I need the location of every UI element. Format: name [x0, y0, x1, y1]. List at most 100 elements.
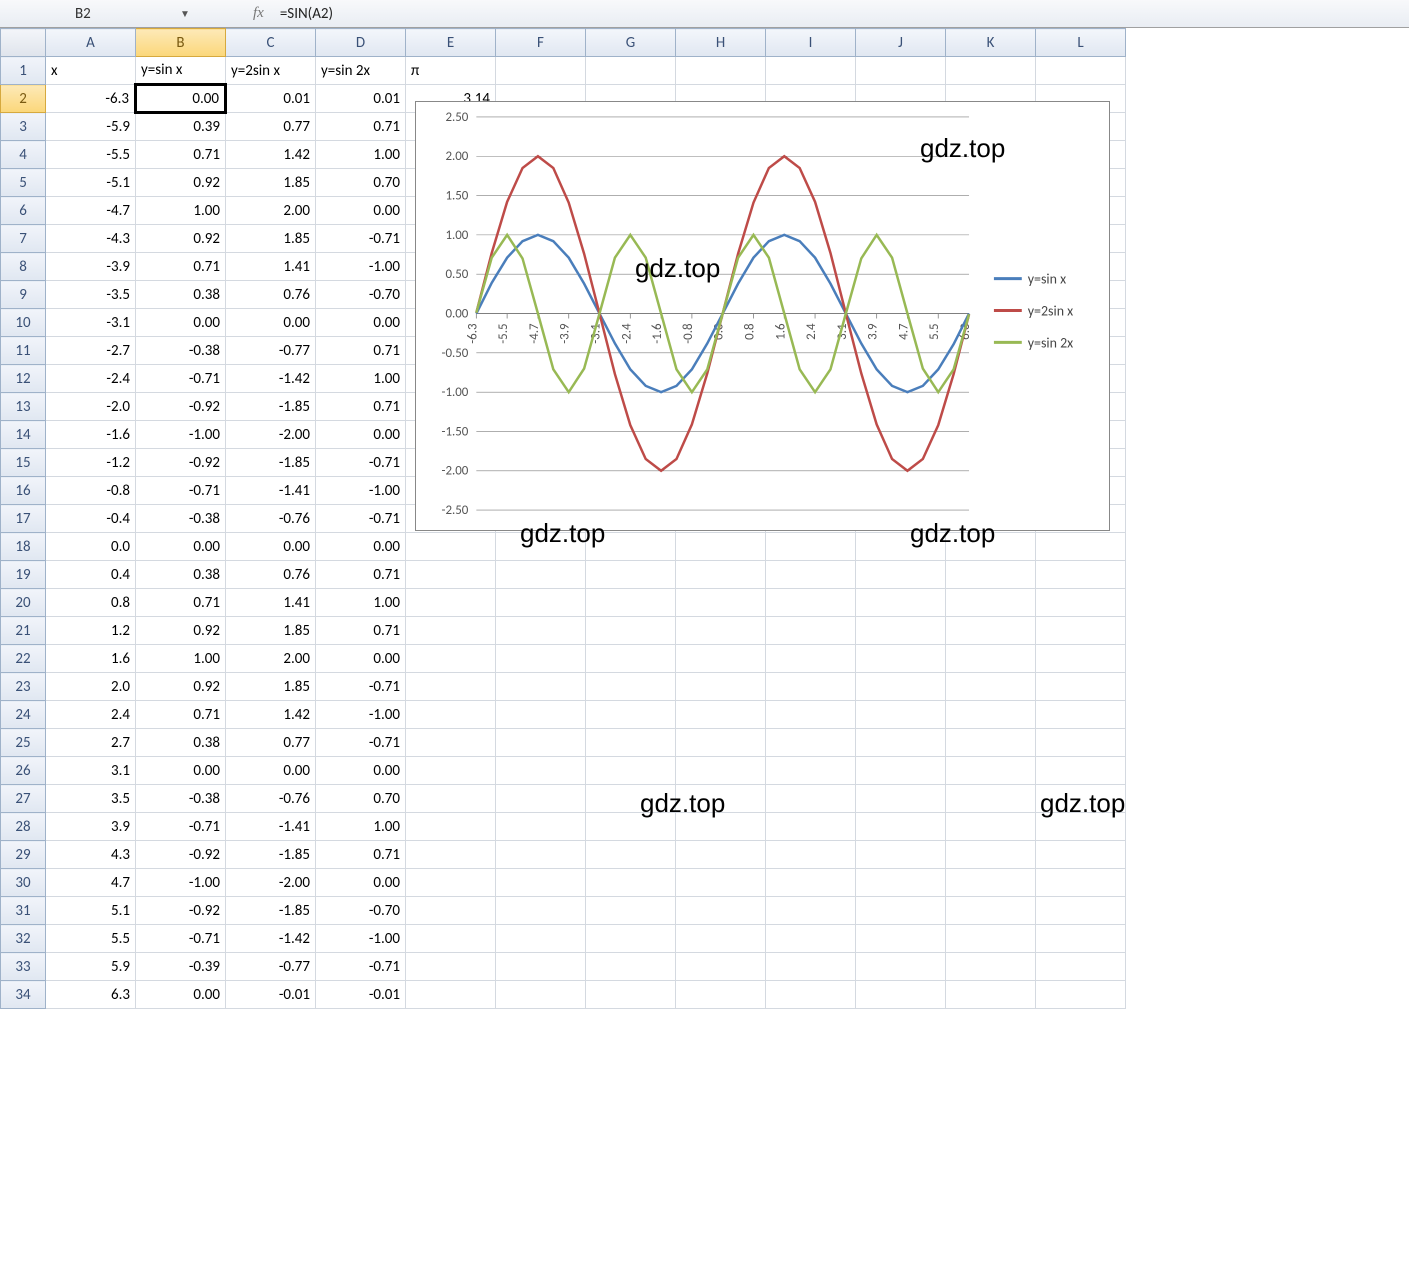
- row-header-32[interactable]: 32: [1, 925, 46, 953]
- cell-I26[interactable]: [766, 757, 856, 785]
- cell-C34[interactable]: -0.01: [226, 981, 316, 1009]
- cell-J21[interactable]: [856, 617, 946, 645]
- cell-E25[interactable]: [406, 729, 496, 757]
- cell-D12[interactable]: 1.00: [316, 365, 406, 393]
- cell-B29[interactable]: -0.92: [136, 841, 226, 869]
- cell-A30[interactable]: 4.7: [46, 869, 136, 897]
- cell-L23[interactable]: [1036, 673, 1126, 701]
- cell-I33[interactable]: [766, 953, 856, 981]
- cell-G21[interactable]: [586, 617, 676, 645]
- cell-F34[interactable]: [496, 981, 586, 1009]
- cell-B14[interactable]: -1.00: [136, 421, 226, 449]
- cell-F27[interactable]: [496, 785, 586, 813]
- cell-D27[interactable]: 0.70: [316, 785, 406, 813]
- row-header-13[interactable]: 13: [1, 393, 46, 421]
- cell-D1[interactable]: y=sin 2x: [316, 57, 406, 85]
- cell-C26[interactable]: 0.00: [226, 757, 316, 785]
- cell-A13[interactable]: -2.0: [46, 393, 136, 421]
- cell-H25[interactable]: [676, 729, 766, 757]
- cell-C10[interactable]: 0.00: [226, 309, 316, 337]
- cell-C32[interactable]: -1.42: [226, 925, 316, 953]
- cell-B19[interactable]: 0.38: [136, 561, 226, 589]
- row-header-5[interactable]: 5: [1, 169, 46, 197]
- cell-I18[interactable]: [766, 533, 856, 561]
- row-header-2[interactable]: 2: [1, 85, 46, 113]
- cell-A18[interactable]: 0.0: [46, 533, 136, 561]
- cell-D28[interactable]: 1.00: [316, 813, 406, 841]
- cell-J26[interactable]: [856, 757, 946, 785]
- cell-J30[interactable]: [856, 869, 946, 897]
- cell-F18[interactable]: [496, 533, 586, 561]
- cell-F31[interactable]: [496, 897, 586, 925]
- cell-L25[interactable]: [1036, 729, 1126, 757]
- cell-H1[interactable]: [676, 57, 766, 85]
- row-header-25[interactable]: 25: [1, 729, 46, 757]
- cell-A19[interactable]: 0.4: [46, 561, 136, 589]
- col-header-E[interactable]: E: [406, 29, 496, 57]
- cell-K26[interactable]: [946, 757, 1036, 785]
- row-header-29[interactable]: 29: [1, 841, 46, 869]
- cell-F28[interactable]: [496, 813, 586, 841]
- cell-A2[interactable]: -6.3: [46, 85, 136, 113]
- cell-L1[interactable]: [1036, 57, 1126, 85]
- cell-K29[interactable]: [946, 841, 1036, 869]
- cell-B16[interactable]: -0.71: [136, 477, 226, 505]
- cell-C30[interactable]: -2.00: [226, 869, 316, 897]
- cell-F1[interactable]: [496, 57, 586, 85]
- cell-H31[interactable]: [676, 897, 766, 925]
- cell-C19[interactable]: 0.76: [226, 561, 316, 589]
- cell-I27[interactable]: [766, 785, 856, 813]
- cell-D29[interactable]: 0.71: [316, 841, 406, 869]
- cell-I24[interactable]: [766, 701, 856, 729]
- cell-K1[interactable]: [946, 57, 1036, 85]
- cell-D10[interactable]: 0.00: [316, 309, 406, 337]
- cell-D34[interactable]: -0.01: [316, 981, 406, 1009]
- cell-F22[interactable]: [496, 645, 586, 673]
- cell-D16[interactable]: -1.00: [316, 477, 406, 505]
- cell-J29[interactable]: [856, 841, 946, 869]
- cell-A33[interactable]: 5.9: [46, 953, 136, 981]
- cell-A14[interactable]: -1.6: [46, 421, 136, 449]
- cell-K22[interactable]: [946, 645, 1036, 673]
- cell-B20[interactable]: 0.71: [136, 589, 226, 617]
- row-header-15[interactable]: 15: [1, 449, 46, 477]
- cell-A9[interactable]: -3.5: [46, 281, 136, 309]
- cell-C5[interactable]: 1.85: [226, 169, 316, 197]
- cell-B6[interactable]: 1.00: [136, 197, 226, 225]
- cell-A34[interactable]: 6.3: [46, 981, 136, 1009]
- cell-C28[interactable]: -1.41: [226, 813, 316, 841]
- cell-H21[interactable]: [676, 617, 766, 645]
- cell-L30[interactable]: [1036, 869, 1126, 897]
- cell-C16[interactable]: -1.41: [226, 477, 316, 505]
- cell-A17[interactable]: -0.4: [46, 505, 136, 533]
- cell-C1[interactable]: y=2sin x: [226, 57, 316, 85]
- cell-B24[interactable]: 0.71: [136, 701, 226, 729]
- cell-K31[interactable]: [946, 897, 1036, 925]
- cell-E28[interactable]: [406, 813, 496, 841]
- cell-K20[interactable]: [946, 589, 1036, 617]
- cell-G22[interactable]: [586, 645, 676, 673]
- cell-E33[interactable]: [406, 953, 496, 981]
- cell-J25[interactable]: [856, 729, 946, 757]
- cell-F30[interactable]: [496, 869, 586, 897]
- cell-J34[interactable]: [856, 981, 946, 1009]
- cell-D3[interactable]: 0.71: [316, 113, 406, 141]
- cell-K18[interactable]: [946, 533, 1036, 561]
- cell-A7[interactable]: -4.3: [46, 225, 136, 253]
- col-header-I[interactable]: I: [766, 29, 856, 57]
- row-header-21[interactable]: 21: [1, 617, 46, 645]
- cell-I30[interactable]: [766, 869, 856, 897]
- cell-B8[interactable]: 0.71: [136, 253, 226, 281]
- cell-B7[interactable]: 0.92: [136, 225, 226, 253]
- cell-D5[interactable]: 0.70: [316, 169, 406, 197]
- cell-F29[interactable]: [496, 841, 586, 869]
- cell-E26[interactable]: [406, 757, 496, 785]
- cell-D23[interactable]: -0.71: [316, 673, 406, 701]
- cell-H33[interactable]: [676, 953, 766, 981]
- row-header-31[interactable]: 31: [1, 897, 46, 925]
- row-header-28[interactable]: 28: [1, 813, 46, 841]
- cell-A11[interactable]: -2.7: [46, 337, 136, 365]
- cell-C4[interactable]: 1.42: [226, 141, 316, 169]
- cell-D14[interactable]: 0.00: [316, 421, 406, 449]
- cell-B2[interactable]: 0.00: [136, 85, 226, 113]
